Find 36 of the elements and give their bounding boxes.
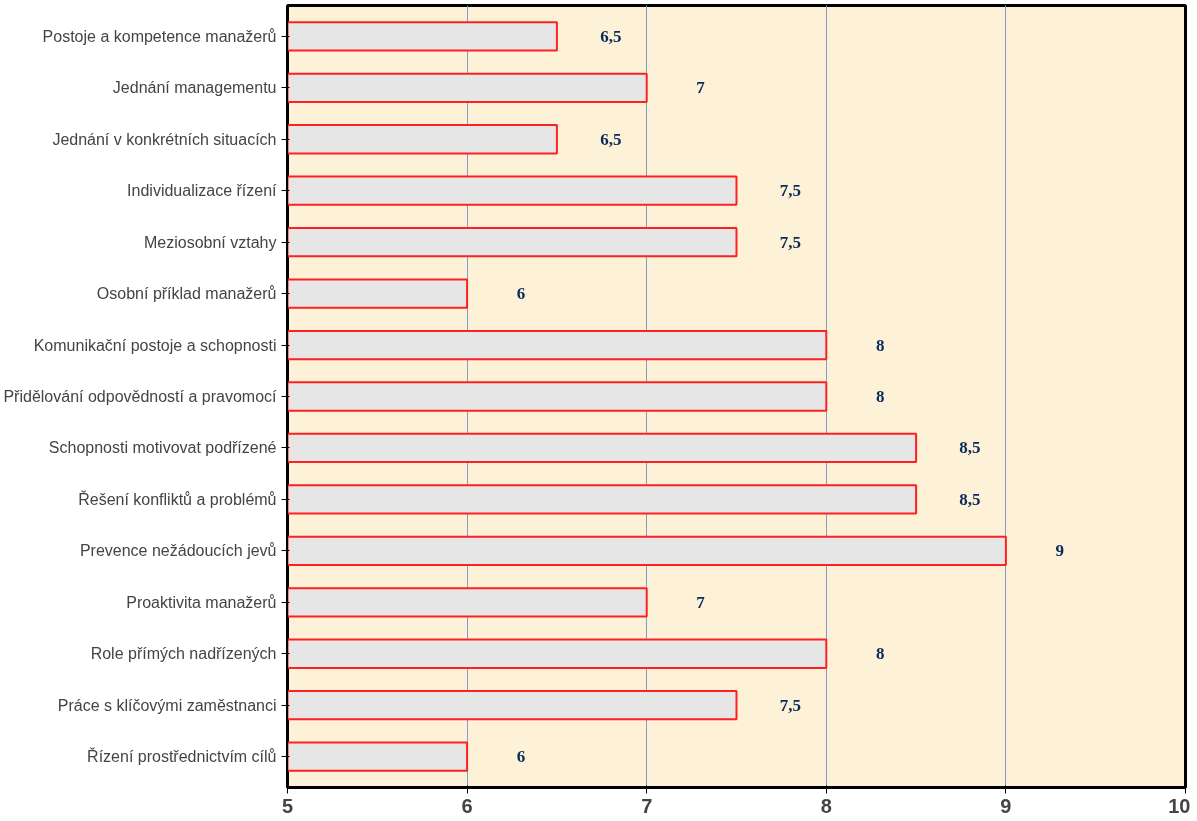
data-label: 7 — [696, 78, 706, 98]
y-tick-label: Jednání managementu — [112, 79, 277, 97]
data-label: 8,5 — [959, 489, 981, 509]
data-label: 8 — [875, 335, 885, 355]
y-tick-label: Schopnosti motivovat podřízené — [48, 439, 277, 457]
data-label: 6,5 — [600, 129, 622, 149]
y-tick-label: Komunikační postoje a schopnosti — [33, 336, 277, 354]
y-tick-label: Proaktivita manažerů — [126, 593, 277, 611]
data-label: 7 — [696, 592, 706, 612]
data-label: 8 — [875, 644, 885, 664]
x-tick-label: 10 — [1168, 794, 1191, 817]
data-label: 6,5 — [600, 26, 622, 46]
data-label: 6 — [516, 747, 526, 767]
y-tick-label: Individualizace řízení — [127, 182, 278, 200]
x-tick-label: 9 — [1000, 794, 1012, 817]
data-label: 8 — [875, 387, 885, 406]
data-label: 9 — [1055, 541, 1065, 561]
data-label: 6 — [516, 284, 526, 304]
y-tick-label: Osobní příklad manažerů — [96, 285, 277, 303]
y-tick-label: Prevence nežádoucích jevů — [79, 542, 277, 560]
y-tick-label: Jednání v konkrétních situacích — [52, 130, 277, 148]
y-tick-label: Práce s klíčovými zaměstnanci — [57, 696, 277, 714]
y-tick-label: Řešení konfliktů a problémů — [78, 489, 277, 508]
x-tick-label: 5 — [281, 794, 294, 817]
y-tick-label: Role přímých nadřízených — [90, 645, 277, 663]
x-tick-label: 6 — [461, 794, 473, 817]
x-tick-label: 7 — [641, 794, 653, 817]
y-tick-label: Řízení prostřednictvím cílů — [87, 747, 277, 766]
y-tick-label: Meziosobní vztahy — [143, 233, 277, 251]
x-tick-label: 8 — [820, 794, 832, 817]
data-label: 7,5 — [779, 181, 802, 201]
data-label: 7,5 — [779, 695, 802, 715]
y-tick-label: Postoje a kompetence manažerů — [42, 27, 277, 45]
data-label: 7,5 — [779, 232, 802, 252]
y-tick-label: Přidělování odpovědností a pravomocí — [3, 388, 278, 405]
data-label: 8,5 — [959, 438, 981, 458]
